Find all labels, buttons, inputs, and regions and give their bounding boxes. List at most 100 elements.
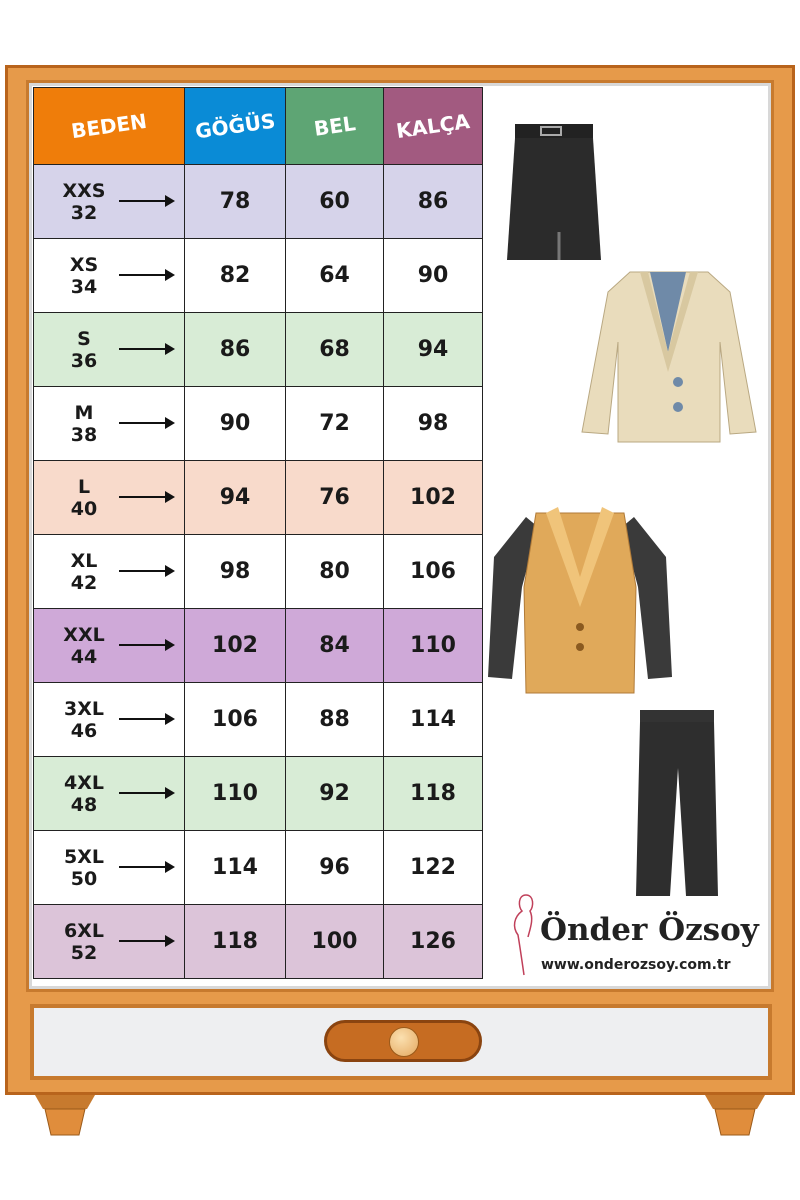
kalca-cell: 90 xyxy=(383,238,483,313)
tan-jacket-icon xyxy=(488,507,672,694)
header-bel: BEL xyxy=(285,87,384,165)
arrow-icon xyxy=(119,935,175,947)
table-row: 4XL 48 110 92 118 xyxy=(33,756,483,831)
gogus-cell: 118 xyxy=(184,904,286,979)
drawer-handle xyxy=(324,1020,482,1062)
size-number: 36 xyxy=(70,349,98,372)
size-cell: XL 42 xyxy=(33,534,185,609)
table-row: XL 42 98 80 106 xyxy=(33,534,483,609)
size-letter: 5XL xyxy=(64,845,104,868)
gogus-cell: 102 xyxy=(184,608,286,683)
silhouette-logo-icon xyxy=(513,894,534,976)
gogus-cell: 114 xyxy=(184,830,286,905)
size-letter: XL xyxy=(70,549,98,572)
size-cell: 3XL 46 xyxy=(33,682,185,757)
gogus-cell: 86 xyxy=(184,312,286,387)
kalca-cell: 98 xyxy=(383,386,483,461)
bel-cell: 68 xyxy=(285,312,384,387)
arrow-icon xyxy=(119,639,175,651)
size-number: 32 xyxy=(70,201,98,224)
size-number: 42 xyxy=(70,571,98,594)
size-number: 46 xyxy=(70,719,98,742)
drawer-knob xyxy=(389,1027,419,1057)
table-row: XS 34 82 64 90 xyxy=(33,238,483,313)
gogus-cell: 98 xyxy=(184,534,286,609)
cream-blazer-icon xyxy=(581,271,757,443)
kalca-cell: 110 xyxy=(383,608,483,683)
kalca-cell: 114 xyxy=(383,682,483,757)
size-number: 44 xyxy=(70,645,98,668)
arrow-icon xyxy=(119,565,175,577)
header-label: GÖĞÜS xyxy=(193,108,277,144)
size-number: 50 xyxy=(70,867,98,890)
arrow-icon xyxy=(119,713,175,725)
trousers-icon xyxy=(636,710,718,896)
size-cell: L 40 xyxy=(33,460,185,535)
wardrobe-foot-left xyxy=(35,1095,95,1136)
wardrobe-foot-right xyxy=(705,1095,765,1136)
brand-url: www.onderozsoy.com.tr xyxy=(541,957,731,973)
table-row: 6XL 52 118 100 126 xyxy=(33,904,483,979)
table-row: S 36 86 68 94 xyxy=(33,312,483,387)
arrow-icon xyxy=(119,269,175,281)
bel-cell: 60 xyxy=(285,164,384,239)
gogus-cell: 110 xyxy=(184,756,286,831)
bel-cell: 64 xyxy=(285,238,384,313)
size-cell: 4XL 48 xyxy=(33,756,185,831)
size-letter: XXL xyxy=(63,623,105,646)
kalca-cell: 118 xyxy=(383,756,483,831)
gogus-cell: 82 xyxy=(184,238,286,313)
size-number: 38 xyxy=(70,423,98,446)
size-letter: XXS xyxy=(62,179,106,202)
header-label: KALÇA xyxy=(394,108,472,144)
bel-cell: 96 xyxy=(285,830,384,905)
size-letter: L xyxy=(77,475,91,498)
size-letter: S xyxy=(77,327,91,350)
size-chart-table: BEDEN GÖĞÜS BEL KALÇA XXS 32 78 60 86 XS 34 82… xyxy=(33,87,483,979)
size-cell: XS 34 xyxy=(33,238,185,313)
header-kalça: KALÇA xyxy=(383,87,483,165)
header-göğüs: GÖĞÜS xyxy=(184,87,286,165)
bel-cell: 72 xyxy=(285,386,384,461)
table-row: L 40 94 76 102 xyxy=(33,460,483,535)
arrow-icon xyxy=(119,195,175,207)
kalca-cell: 126 xyxy=(383,904,483,979)
size-cell: S 36 xyxy=(33,312,185,387)
gogus-cell: 94 xyxy=(184,460,286,535)
brand-name: Önder Özsoy xyxy=(540,912,759,948)
table-row: XXL 44 102 84 110 xyxy=(33,608,483,683)
drawer xyxy=(30,1004,772,1080)
size-letter: XS xyxy=(69,253,99,276)
kalca-cell: 86 xyxy=(383,164,483,239)
gogus-cell: 106 xyxy=(184,682,286,757)
arrow-icon xyxy=(119,491,175,503)
table-row: M 38 90 72 98 xyxy=(33,386,483,461)
size-letter: 4XL xyxy=(64,771,104,794)
arrow-icon xyxy=(119,343,175,355)
table-row: 5XL 50 114 96 122 xyxy=(33,830,483,905)
kalca-cell: 106 xyxy=(383,534,483,609)
size-number: 52 xyxy=(70,941,98,964)
size-cell: 5XL 50 xyxy=(33,830,185,905)
arrow-icon xyxy=(119,861,175,873)
bel-cell: 80 xyxy=(285,534,384,609)
size-number: 34 xyxy=(70,275,98,298)
skirt-icon xyxy=(507,124,601,260)
bel-cell: 92 xyxy=(285,756,384,831)
size-letter: 3XL xyxy=(64,697,104,720)
size-cell: XXS 32 xyxy=(33,164,185,239)
table-row: 3XL 46 106 88 114 xyxy=(33,682,483,757)
header-label: BEL xyxy=(312,111,357,141)
bel-cell: 76 xyxy=(285,460,384,535)
size-cell: 6XL 52 xyxy=(33,904,185,979)
size-letter: M xyxy=(74,401,94,424)
table-row: XXS 32 78 60 86 xyxy=(33,164,483,239)
header-label: BEDEN xyxy=(69,108,149,144)
bel-cell: 88 xyxy=(285,682,384,757)
size-letter: 6XL xyxy=(64,919,104,942)
arrow-icon xyxy=(119,787,175,799)
gogus-cell: 90 xyxy=(184,386,286,461)
size-number: 48 xyxy=(70,793,98,816)
bel-cell: 84 xyxy=(285,608,384,683)
kalca-cell: 122 xyxy=(383,830,483,905)
